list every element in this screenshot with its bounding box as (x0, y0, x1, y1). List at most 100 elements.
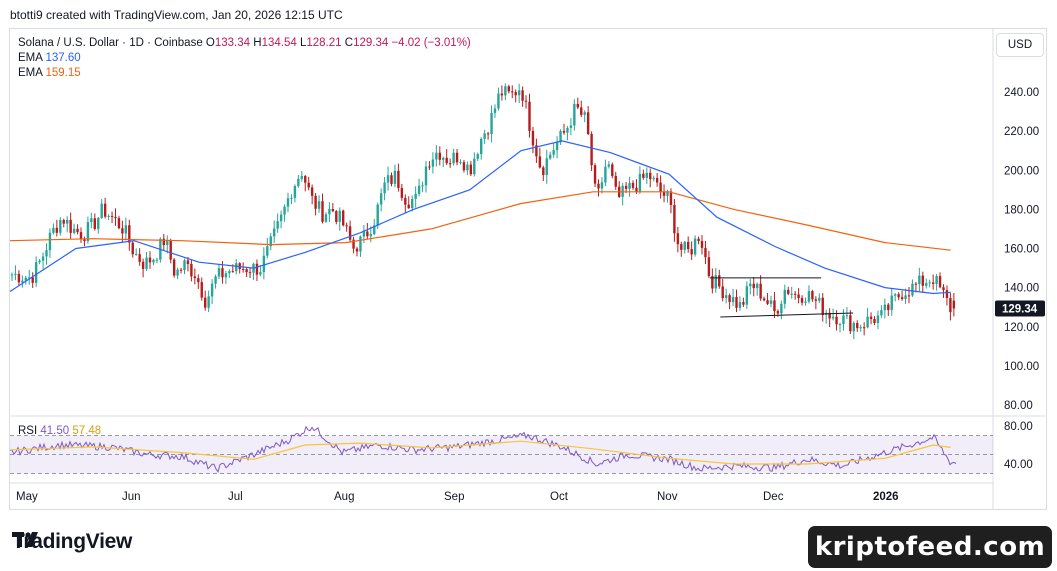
rsi-legend[interactable]: RSI 41.50 57.48 (18, 425, 101, 437)
candle (293, 184, 297, 203)
candle (190, 259, 193, 282)
close-value: 129.34 (353, 37, 389, 49)
candle (814, 296, 818, 310)
candle (407, 196, 410, 210)
candle (124, 217, 128, 241)
candle (45, 243, 48, 265)
candle (624, 182, 628, 193)
tradingview-logo[interactable]: TradingView (12, 530, 132, 554)
candle (100, 199, 103, 219)
watermark: kriptofeed.com (808, 526, 1052, 568)
ema-fast-row[interactable]: EMA 137.60 (18, 51, 471, 66)
close-label: C (344, 37, 354, 49)
candle (680, 241, 683, 257)
ema-fast-line[interactable] (9, 140, 951, 295)
candle (945, 285, 949, 306)
candle (400, 183, 404, 201)
price-tick-label: 140.00 (1004, 283, 1039, 295)
candle (849, 310, 852, 335)
candle (600, 177, 604, 194)
candle (480, 137, 483, 160)
candle (93, 213, 96, 231)
candle (217, 263, 221, 280)
candle (790, 286, 793, 299)
candle (697, 236, 700, 245)
candle (76, 224, 79, 235)
candle (486, 131, 490, 140)
symbol-title[interactable]: Solana / U.S. Dollar · 1D · Coinbase (18, 37, 203, 49)
candle (169, 238, 172, 264)
candle (621, 183, 624, 206)
candle (404, 194, 407, 213)
candle (355, 246, 359, 257)
candle (24, 275, 27, 285)
candle (300, 170, 303, 182)
candle (724, 288, 728, 304)
candle (524, 95, 528, 109)
candle (742, 297, 745, 308)
candle (693, 235, 697, 257)
rsi-ema-line[interactable] (9, 440, 951, 465)
candle (286, 192, 290, 213)
candle (483, 129, 486, 144)
candle (949, 292, 952, 321)
candle (266, 237, 269, 259)
candle (307, 176, 310, 191)
candle (517, 83, 521, 104)
candle (497, 87, 500, 111)
candle (255, 259, 259, 282)
low-label: L (299, 37, 307, 49)
candle (731, 288, 735, 307)
ema-slow-row[interactable]: EMA 159.15 (18, 66, 471, 81)
candle (145, 251, 148, 272)
candle (645, 167, 648, 184)
time-tick-label: Dec (763, 491, 784, 503)
candle (245, 267, 248, 278)
candle (283, 204, 286, 222)
candle (894, 293, 897, 302)
candle (269, 233, 272, 251)
candle (97, 216, 100, 234)
candle (121, 220, 124, 243)
candle (273, 220, 276, 243)
candle (825, 309, 828, 324)
candle (838, 322, 842, 333)
candle (297, 174, 300, 188)
candle (773, 291, 776, 318)
time-tick-label: 2026 (873, 491, 899, 503)
candle (618, 181, 621, 198)
candle (866, 308, 869, 329)
candle (41, 252, 45, 269)
candle (897, 292, 900, 301)
candle (521, 86, 524, 107)
candle (28, 269, 31, 285)
candle (655, 172, 659, 187)
candle (155, 257, 159, 264)
candle (135, 248, 138, 256)
candle (769, 295, 773, 308)
candle (873, 316, 876, 326)
candle (252, 262, 255, 280)
candle (397, 163, 400, 192)
currency-button[interactable]: USD (996, 33, 1044, 57)
candle (114, 208, 117, 226)
candle (331, 202, 335, 213)
ema-slow-line[interactable] (9, 191, 951, 251)
candle (59, 217, 62, 236)
time-tick-label: Sep (444, 491, 464, 503)
candle (880, 305, 883, 318)
price-tick-label: 220.00 (1004, 126, 1039, 138)
candle (538, 147, 542, 169)
rsi-tick-label: 80.00 (1004, 421, 1033, 433)
candle (807, 285, 811, 304)
candle (128, 219, 131, 251)
candle (462, 160, 466, 173)
candle (766, 293, 769, 306)
trendline-support[interactable] (720, 312, 854, 318)
ema-fast-label: EMA (18, 52, 43, 64)
candle (842, 309, 845, 331)
candle (352, 236, 355, 254)
candle (631, 180, 635, 190)
candle (611, 162, 614, 179)
